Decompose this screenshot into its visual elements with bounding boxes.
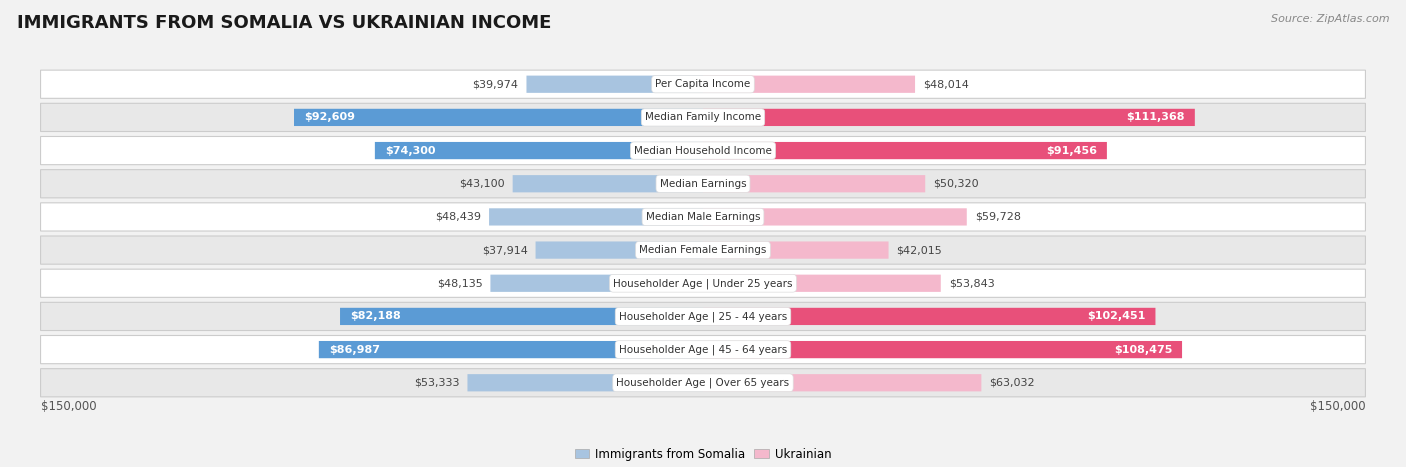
Text: IMMIGRANTS FROM SOMALIA VS UKRAINIAN INCOME: IMMIGRANTS FROM SOMALIA VS UKRAINIAN INC… xyxy=(17,14,551,32)
Text: $48,135: $48,135 xyxy=(437,278,482,288)
FancyBboxPatch shape xyxy=(703,175,925,192)
Text: $37,914: $37,914 xyxy=(482,245,527,255)
FancyBboxPatch shape xyxy=(703,109,1195,126)
Text: $111,368: $111,368 xyxy=(1126,113,1185,122)
Text: $108,475: $108,475 xyxy=(1114,345,1173,354)
FancyBboxPatch shape xyxy=(513,175,703,192)
FancyBboxPatch shape xyxy=(703,208,967,226)
Text: Householder Age | Over 65 years: Householder Age | Over 65 years xyxy=(616,377,790,388)
Text: Householder Age | Under 25 years: Householder Age | Under 25 years xyxy=(613,278,793,289)
FancyBboxPatch shape xyxy=(491,275,703,292)
FancyBboxPatch shape xyxy=(703,241,889,259)
FancyBboxPatch shape xyxy=(375,142,703,159)
Text: $150,000: $150,000 xyxy=(1310,400,1365,413)
FancyBboxPatch shape xyxy=(489,208,703,226)
FancyBboxPatch shape xyxy=(703,308,1156,325)
FancyBboxPatch shape xyxy=(41,136,1365,165)
FancyBboxPatch shape xyxy=(41,269,1365,297)
FancyBboxPatch shape xyxy=(536,241,703,259)
Text: Median Earnings: Median Earnings xyxy=(659,179,747,189)
Text: $59,728: $59,728 xyxy=(974,212,1021,222)
FancyBboxPatch shape xyxy=(319,341,703,358)
FancyBboxPatch shape xyxy=(703,374,981,391)
Text: $43,100: $43,100 xyxy=(460,179,505,189)
FancyBboxPatch shape xyxy=(41,70,1365,99)
FancyBboxPatch shape xyxy=(703,142,1107,159)
Text: $92,609: $92,609 xyxy=(304,113,354,122)
Text: $53,843: $53,843 xyxy=(949,278,994,288)
Text: Median Male Earnings: Median Male Earnings xyxy=(645,212,761,222)
Legend: Immigrants from Somalia, Ukrainian: Immigrants from Somalia, Ukrainian xyxy=(569,443,837,466)
Text: $86,987: $86,987 xyxy=(329,345,380,354)
Text: Median Female Earnings: Median Female Earnings xyxy=(640,245,766,255)
Text: $102,451: $102,451 xyxy=(1087,311,1146,321)
Text: $91,456: $91,456 xyxy=(1046,146,1097,156)
Text: $48,439: $48,439 xyxy=(434,212,481,222)
FancyBboxPatch shape xyxy=(703,76,915,93)
Text: Per Capita Income: Per Capita Income xyxy=(655,79,751,89)
Text: $74,300: $74,300 xyxy=(385,146,436,156)
FancyBboxPatch shape xyxy=(41,236,1365,264)
Text: $42,015: $42,015 xyxy=(897,245,942,255)
FancyBboxPatch shape xyxy=(340,308,703,325)
FancyBboxPatch shape xyxy=(526,76,703,93)
Text: $53,333: $53,333 xyxy=(413,378,460,388)
FancyBboxPatch shape xyxy=(41,302,1365,331)
Text: Source: ZipAtlas.com: Source: ZipAtlas.com xyxy=(1271,14,1389,24)
Text: Householder Age | 25 - 44 years: Householder Age | 25 - 44 years xyxy=(619,311,787,322)
FancyBboxPatch shape xyxy=(467,374,703,391)
Text: $48,014: $48,014 xyxy=(922,79,969,89)
FancyBboxPatch shape xyxy=(41,170,1365,198)
Text: $82,188: $82,188 xyxy=(350,311,401,321)
Text: Median Family Income: Median Family Income xyxy=(645,113,761,122)
Text: $39,974: $39,974 xyxy=(472,79,519,89)
FancyBboxPatch shape xyxy=(41,368,1365,397)
FancyBboxPatch shape xyxy=(294,109,703,126)
Text: $150,000: $150,000 xyxy=(41,400,96,413)
FancyBboxPatch shape xyxy=(41,335,1365,364)
FancyBboxPatch shape xyxy=(703,341,1182,358)
FancyBboxPatch shape xyxy=(703,275,941,292)
FancyBboxPatch shape xyxy=(41,203,1365,231)
FancyBboxPatch shape xyxy=(41,103,1365,132)
Text: $63,032: $63,032 xyxy=(990,378,1035,388)
Text: Householder Age | 45 - 64 years: Householder Age | 45 - 64 years xyxy=(619,344,787,355)
Text: Median Household Income: Median Household Income xyxy=(634,146,772,156)
Text: $50,320: $50,320 xyxy=(934,179,979,189)
